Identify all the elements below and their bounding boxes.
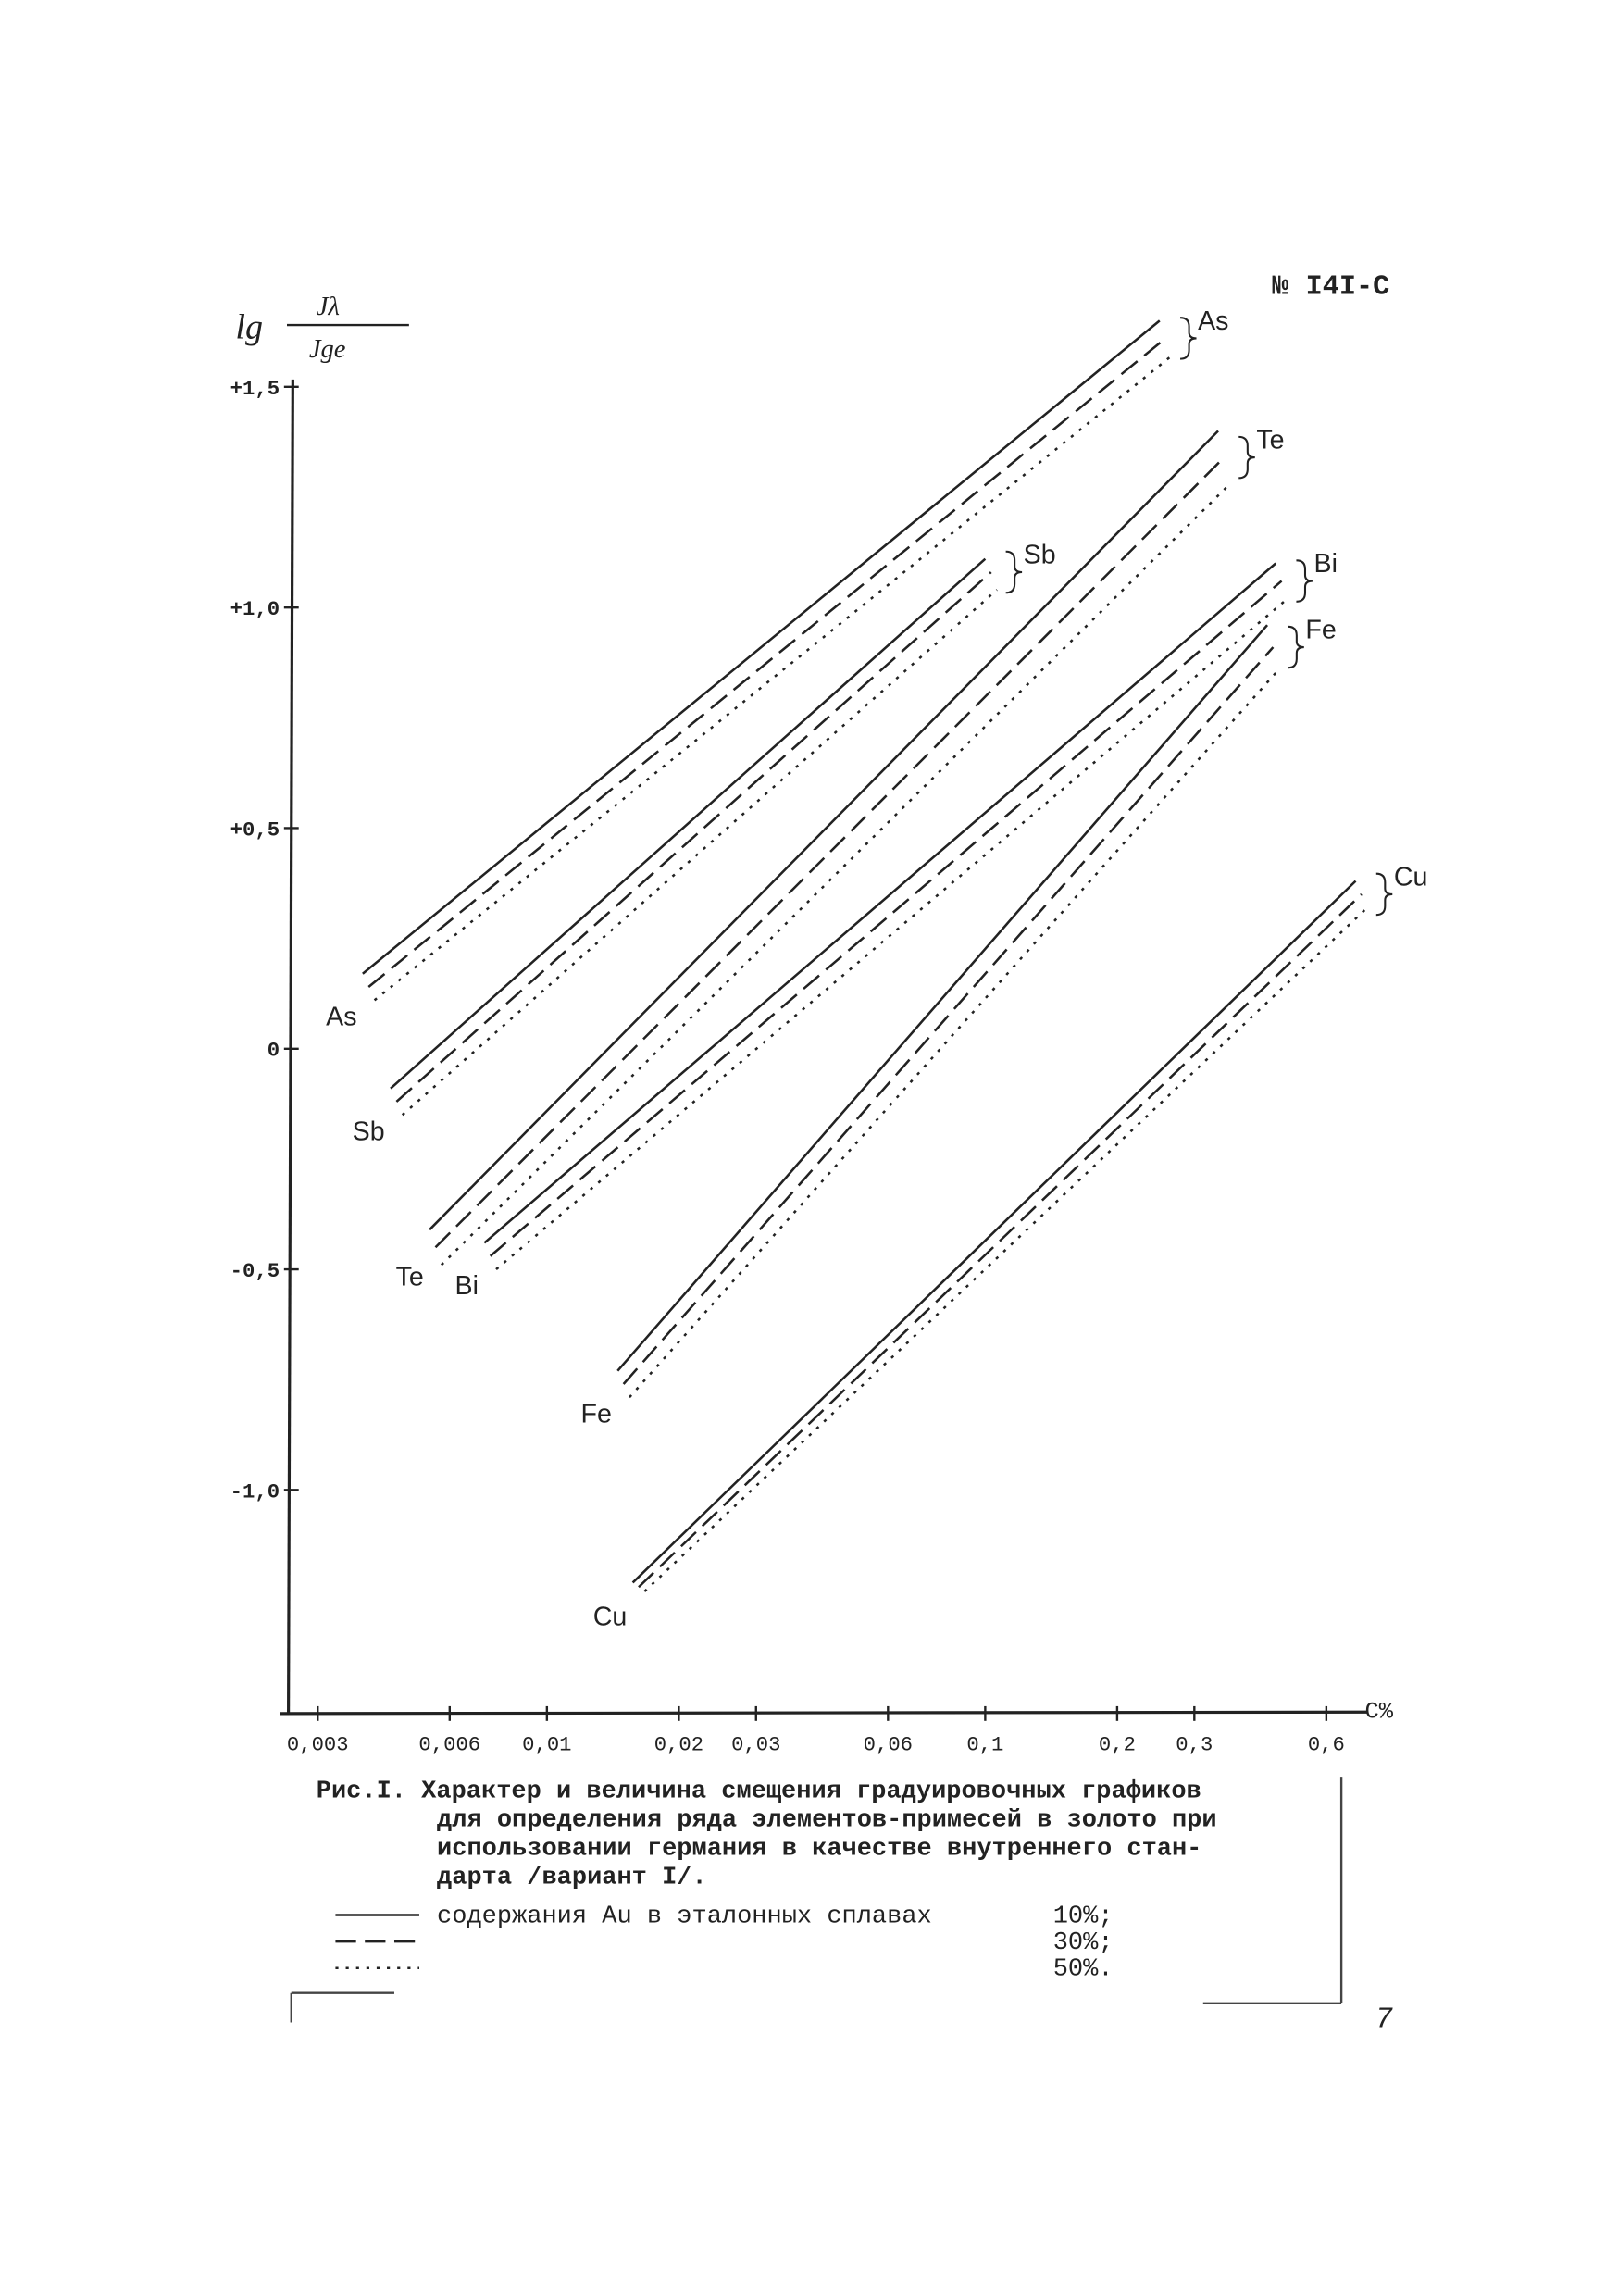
curve-end-label: Cu — [1394, 862, 1428, 892]
curve-end-label: Bi — [1314, 549, 1338, 579]
y-label-prefix: lg — [235, 307, 263, 346]
curve — [638, 893, 1363, 1589]
y-tick-label: 0 — [268, 1039, 280, 1063]
x-axis — [280, 1710, 1368, 1716]
curve — [367, 337, 1166, 989]
x-tick-label: 0,06 — [864, 1733, 913, 1757]
curve-start-label: Te — [396, 1263, 424, 1292]
curve — [489, 580, 1283, 1257]
curve — [362, 319, 1161, 975]
x-tick-label: 0,6 — [1308, 1733, 1345, 1757]
curve-start-label: As — [326, 1002, 356, 1031]
y-tick-label: -0,5 — [230, 1259, 280, 1283]
y-tick-label: -1,0 — [230, 1479, 280, 1504]
caption: Рис.I. Характер и величина смещения град… — [317, 1778, 1217, 1891]
caption-line: использовании германия в качестве внутре… — [437, 1835, 1201, 1863]
curve — [390, 557, 987, 1090]
curve — [631, 880, 1357, 1584]
x-tick-label: 0,1 — [966, 1733, 1003, 1757]
brace — [1238, 435, 1255, 480]
legend-entry: 10%; — [1053, 1903, 1114, 1930]
brace — [1296, 559, 1313, 603]
caption-line: дарта /вариант I/. — [437, 1864, 707, 1891]
legend-text: содержания Au в эталонных сплавах — [437, 1903, 932, 1930]
y-tick-label: +0,5 — [230, 817, 280, 842]
curve-end-label: Fe — [1305, 616, 1336, 645]
curve-start-label: Fe — [581, 1399, 612, 1429]
curve-start-label: Bi — [455, 1271, 479, 1301]
curve — [616, 624, 1269, 1372]
legend-entry: 50%. — [1053, 1956, 1114, 1984]
x-tick-label: 0,003 — [287, 1733, 349, 1757]
x-tick-label: 0,2 — [1099, 1733, 1136, 1757]
page-number: 7 — [1375, 2003, 1394, 2036]
legend-entry: 30%; — [1053, 1929, 1114, 1957]
curve — [434, 456, 1226, 1249]
curve — [622, 646, 1275, 1385]
curve — [395, 571, 992, 1103]
y-axis — [287, 379, 294, 1714]
y-tick-label: +1,0 — [230, 597, 280, 621]
x-tick-label: 0,03 — [731, 1733, 780, 1757]
curve-start-label: Cu — [593, 1603, 628, 1632]
curve — [643, 906, 1369, 1592]
y-label-numerator: Jλ — [317, 293, 340, 321]
x-tick-label: 0,006 — [418, 1733, 480, 1757]
curve-end-label: Sb — [1024, 540, 1056, 569]
doc-number: № I4I-C — [1272, 272, 1389, 304]
curve — [483, 562, 1277, 1244]
curve-start-label: Sb — [353, 1117, 385, 1146]
caption-line: Рис.I. Характер и величина смещения град… — [317, 1778, 1201, 1805]
legend: содержания Au в эталонных сплавах 10%;30%… — [335, 1903, 1114, 1984]
caption-line: для определения ряда элементов-примесей … — [437, 1806, 1217, 1834]
brace — [1288, 625, 1304, 669]
curve — [401, 589, 998, 1117]
curve — [373, 355, 1173, 1002]
brace — [1375, 872, 1393, 917]
y-tick-label: +1,5 — [230, 377, 280, 401]
curve-end-label: As — [1198, 306, 1228, 336]
curve — [440, 482, 1231, 1267]
y-label-denominator: Jge — [309, 335, 346, 364]
x-tick-label: 0,01 — [522, 1733, 571, 1757]
x-label: C% — [1365, 1699, 1394, 1726]
x-tick-label: 0,3 — [1176, 1733, 1213, 1757]
brace — [1180, 317, 1197, 360]
curve-end-label: Te — [1256, 426, 1284, 455]
curve — [495, 597, 1288, 1271]
brace — [1005, 550, 1023, 594]
curve — [429, 430, 1219, 1231]
x-tick-label: 0,02 — [654, 1733, 703, 1757]
